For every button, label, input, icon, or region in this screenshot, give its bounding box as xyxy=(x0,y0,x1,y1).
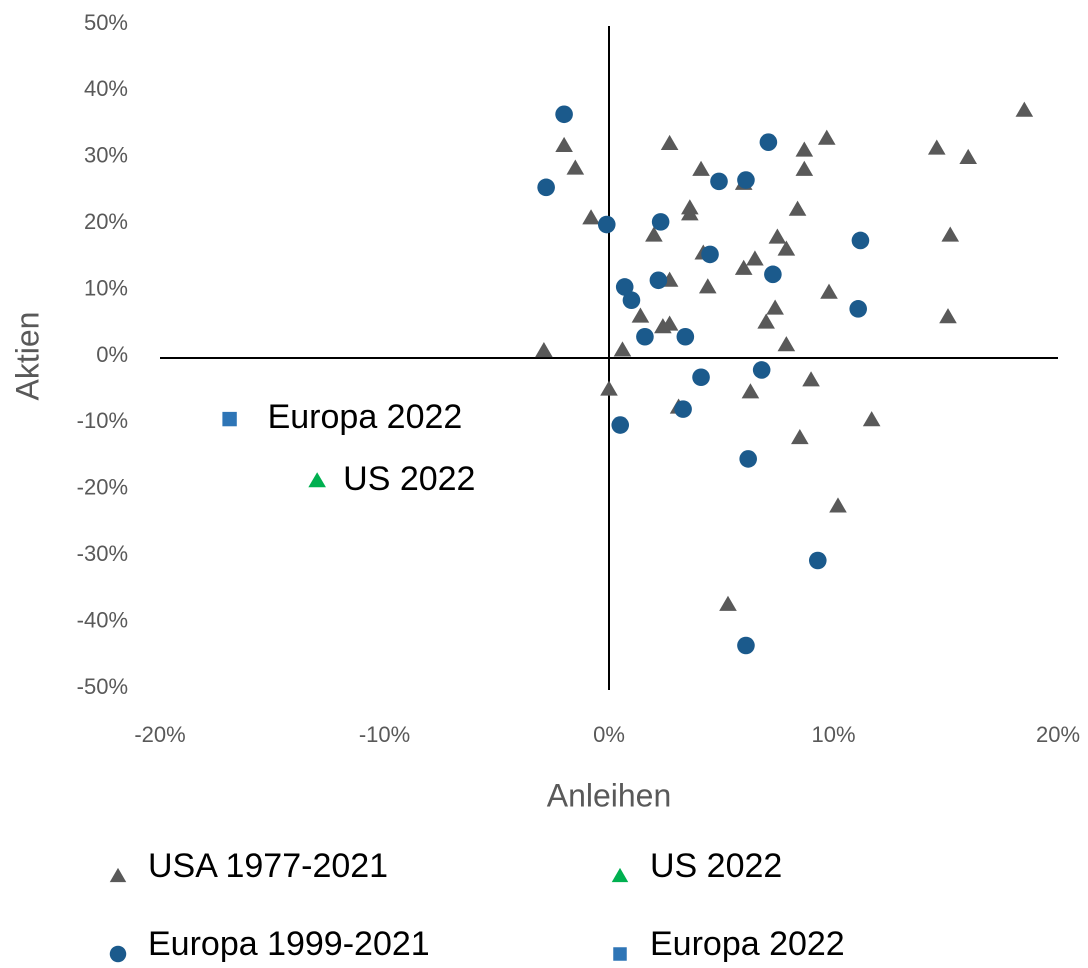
point xyxy=(649,271,668,290)
point xyxy=(959,148,977,164)
point xyxy=(719,595,737,611)
point xyxy=(752,361,771,379)
point xyxy=(795,160,814,176)
point xyxy=(820,283,838,299)
data-label: US 2022 xyxy=(343,460,475,498)
legend-label: USA 1977-2021 xyxy=(148,847,388,885)
point xyxy=(829,497,847,513)
point xyxy=(597,215,616,234)
point xyxy=(941,226,960,242)
point xyxy=(764,265,782,284)
point xyxy=(692,160,710,176)
point xyxy=(692,368,710,387)
point xyxy=(768,228,787,244)
y-tick-label: -20% xyxy=(77,475,128,500)
point xyxy=(701,245,719,264)
point xyxy=(622,291,641,310)
point xyxy=(817,129,836,145)
point xyxy=(676,327,695,346)
y-tick-label: -50% xyxy=(77,674,128,699)
point xyxy=(939,308,957,324)
point xyxy=(734,259,753,275)
point xyxy=(795,141,814,157)
point xyxy=(739,450,757,468)
y-tick-label: 50% xyxy=(84,10,128,35)
x-axis-title: Anleihen xyxy=(547,777,672,813)
point xyxy=(788,200,807,216)
x-tick-label: -20% xyxy=(134,722,185,747)
point xyxy=(651,213,670,231)
legend-label: Europa 2022 xyxy=(650,925,845,963)
point xyxy=(1015,101,1034,117)
point xyxy=(851,231,870,250)
legend-label: Europa 1999-2021 xyxy=(148,925,430,963)
point xyxy=(746,250,764,266)
point xyxy=(927,139,946,155)
point xyxy=(808,551,827,570)
y-tick-label: 10% xyxy=(84,275,128,300)
x-tick-label: -10% xyxy=(359,722,410,747)
y-tick-label: 20% xyxy=(84,209,128,234)
point xyxy=(849,300,867,318)
x-tick-label: 10% xyxy=(811,722,855,747)
y-axis-title: Aktien xyxy=(9,312,45,401)
y-tick-label: -30% xyxy=(77,541,128,566)
point xyxy=(222,411,237,427)
point xyxy=(535,342,553,358)
point xyxy=(537,178,555,197)
point xyxy=(802,371,820,387)
point xyxy=(631,307,650,323)
y-tick-label: 30% xyxy=(84,143,128,168)
point xyxy=(555,105,573,124)
data-label: Europa 2022 xyxy=(268,398,463,436)
y-tick-label: 40% xyxy=(84,76,128,101)
point xyxy=(710,172,728,191)
point xyxy=(615,278,634,296)
y-tick-label: -40% xyxy=(77,607,128,632)
point xyxy=(645,226,663,242)
point xyxy=(791,429,809,445)
point xyxy=(757,313,775,329)
point xyxy=(611,416,630,434)
point xyxy=(777,336,796,352)
y-tick-label: -10% xyxy=(77,408,128,433)
legend-label: US 2022 xyxy=(650,847,782,885)
point xyxy=(737,636,755,655)
legend-marker xyxy=(109,945,127,963)
x-tick-label: 20% xyxy=(1036,722,1080,747)
point xyxy=(674,400,692,418)
point xyxy=(741,383,760,399)
y-tick-label: 0% xyxy=(96,342,128,367)
point xyxy=(555,136,573,152)
point xyxy=(759,133,778,151)
point xyxy=(660,134,679,150)
point xyxy=(654,318,672,334)
point xyxy=(766,299,784,315)
point xyxy=(737,171,755,189)
point xyxy=(613,341,632,357)
point xyxy=(600,380,618,396)
point xyxy=(566,159,585,175)
legend-marker xyxy=(613,947,627,961)
point xyxy=(777,240,796,256)
point xyxy=(582,209,600,225)
legend-marker xyxy=(109,867,127,883)
point xyxy=(636,327,654,346)
point xyxy=(681,205,699,221)
point xyxy=(862,411,881,427)
point xyxy=(698,278,717,294)
x-tick-label: 0% xyxy=(593,722,625,747)
legend-marker xyxy=(611,867,629,883)
point xyxy=(308,472,326,488)
